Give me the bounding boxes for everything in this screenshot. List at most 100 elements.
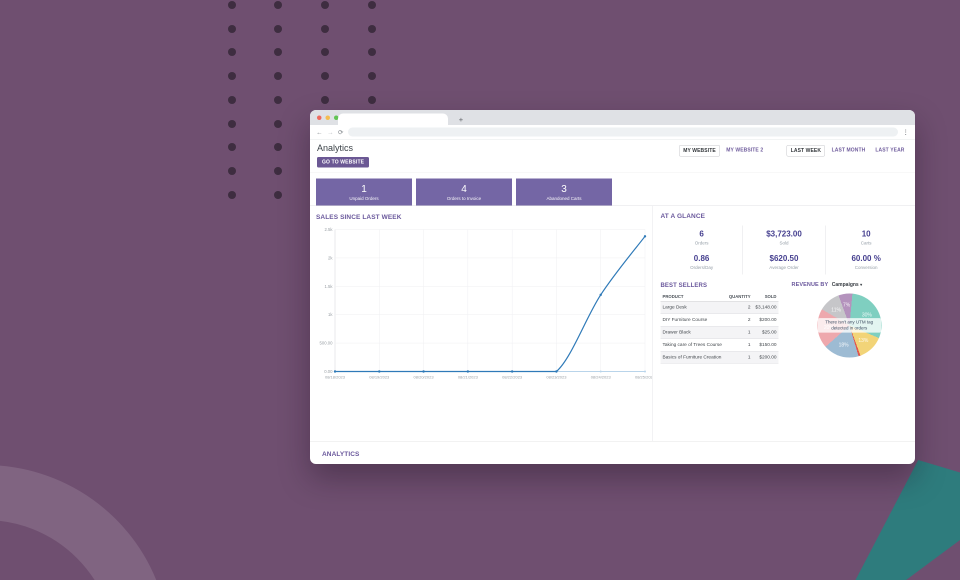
quantity-cell: 1 (725, 351, 753, 364)
stat-orders: 6 Orders (661, 226, 743, 251)
chart-data-point (333, 370, 337, 373)
stat-value: 60.00 % (851, 254, 881, 264)
pie-slice-label: 7% (842, 302, 851, 308)
pie-slice-label: 18% (838, 342, 849, 348)
svg-text:08/21/2023: 08/21/2023 (458, 375, 479, 380)
new-tab-icon[interactable]: + (458, 115, 464, 125)
dashboard-main: SALES SINCE LAST WEEK 0.00 500.00 1k 1.5k 2k… (310, 206, 915, 441)
decorative-dot (274, 48, 282, 57)
decorative-dot (228, 48, 236, 57)
decorative-dot (274, 1, 282, 9)
revenue-dimension-dropdown[interactable]: Campaigns ▾ (831, 282, 863, 288)
decorative-dot (368, 1, 376, 9)
decorative-dot (274, 95, 282, 104)
product-cell: Large Desk (660, 301, 726, 314)
decorative-dot (368, 48, 376, 57)
stat-value: 6 (699, 230, 704, 239)
browser-menu-icon[interactable]: ⋮ (902, 128, 910, 136)
app-footer: ANALYTICS (310, 441, 915, 464)
minimize-window-icon[interactable] (325, 115, 330, 120)
website-button-my-website[interactable]: MY WEBSITE (679, 145, 720, 157)
decorative-teal-shape (855, 460, 960, 580)
sales-chart-panel: SALES SINCE LAST WEEK 0.00 500.00 1k 1.5k 2k… (310, 206, 656, 441)
decorative-dot (228, 1, 236, 9)
browser-urlbar: ← → ⟳ ⋮ (310, 125, 915, 140)
window-controls (317, 115, 339, 120)
table-row: Basics of Furniture Creation 1 $200.00 (660, 351, 779, 364)
maximize-window-icon[interactable] (334, 115, 339, 120)
website-button-my-website-2[interactable]: MY WEBSITE 2 (726, 147, 764, 154)
kpi-card-orders-to-invoice[interactable]: 4 Orders to Invoice (416, 178, 512, 206)
table-row: Taking care of Trees Course 1 $150.00 (660, 338, 779, 352)
forward-icon[interactable]: → (327, 128, 334, 136)
decorative-dot (274, 24, 282, 33)
svg-text:1k: 1k (328, 312, 333, 317)
sold-cell: $150.00 (752, 338, 779, 352)
reload-icon[interactable]: ⟳ (338, 128, 344, 136)
decorative-ring (0, 465, 170, 580)
table-row: Large Desk 2 $3,148.00 (660, 301, 779, 314)
decorative-dot (368, 24, 376, 33)
column-header-sold: SOLD (752, 292, 779, 302)
period-button-last-month[interactable]: LAST MONTH (831, 147, 866, 154)
svg-text:500.00: 500.00 (320, 341, 334, 346)
best-sellers-table: PRODUCT QUANTITY SOLD Large Desk 2 $3,148.00… (660, 292, 779, 364)
chart-data-point (644, 370, 646, 373)
stat-label: Orders (694, 240, 709, 246)
browser-window: + ← → ⟳ ⋮ Analytics GO TO WEBSITE MY WEB… (310, 110, 915, 464)
svg-text:2k: 2k (328, 255, 333, 260)
kpi-value: 3 (561, 183, 567, 195)
decorative-dot (274, 143, 282, 152)
stat-value: $3,723.00 (766, 230, 802, 239)
chart-data-point (510, 370, 514, 373)
svg-text:1.5k: 1.5k (324, 284, 333, 289)
decorative-dot (321, 72, 329, 81)
decorative-dot (228, 166, 236, 175)
close-window-icon[interactable] (317, 115, 322, 120)
kpi-value: 1 (361, 183, 367, 195)
column-header-quantity: QUANTITY (725, 292, 753, 302)
browser-tabstrip: + (310, 110, 915, 125)
right-panel: AT A GLANCE 6 Orders $3,723.00 Sold 10 Carts 0… (652, 206, 915, 441)
kpi-label: Orders to Invoice (446, 195, 482, 201)
svg-text:08/24/2023: 08/24/2023 (591, 375, 612, 380)
stat-label: Orders/Day (690, 265, 714, 270)
chart-data-point (599, 293, 602, 297)
sold-cell: $3,148.00 (752, 301, 779, 314)
chart-data-point (643, 235, 647, 238)
decorative-dot (368, 95, 376, 104)
product-cell: Basics of Furniture Creation (660, 351, 726, 364)
kpi-label: Abandoned Carts (546, 195, 582, 201)
stat-value: 10 (861, 230, 871, 239)
stat-value: $620.50 (769, 254, 799, 264)
back-icon[interactable]: ← (316, 128, 323, 136)
stat-value: 0.86 (693, 254, 710, 264)
svg-text:2.5k: 2.5k (324, 227, 333, 232)
stat-conversion: 60.00 % Conversion (824, 250, 907, 275)
go-to-website-button[interactable]: GO TO WEBSITE (317, 157, 370, 168)
sales-chart-title: SALES SINCE LAST WEEK (316, 213, 402, 221)
kpi-card-abandoned-carts[interactable]: 3 Abandoned Carts (516, 178, 612, 206)
sold-cell: $200.00 (752, 351, 779, 364)
decorative-dot (228, 72, 236, 81)
decorative-dot (368, 72, 376, 81)
chart-data-point (599, 370, 602, 373)
decorative-dot (228, 143, 236, 152)
decorative-dot (321, 1, 329, 9)
svg-text:0.00: 0.00 (324, 369, 333, 374)
chart-data-point (466, 370, 470, 373)
browser-tab[interactable] (338, 113, 448, 125)
kpi-cards-row: 1 Unpaid Orders 4 Orders to Invoice 3 Abandon… (310, 173, 915, 206)
best-sellers-title: BEST SELLERS (660, 281, 708, 289)
decorative-dot (321, 24, 329, 33)
stat-average-order: $620.50 Average Order (742, 250, 825, 275)
stat-label: Sold (779, 240, 789, 246)
website-switcher: MY WEBSITE MY WEBSITE 2 (679, 145, 767, 157)
chevron-down-icon: ▾ (860, 282, 863, 288)
kpi-card-unpaid-orders[interactable]: 1 Unpaid Orders (316, 178, 412, 206)
revenue-by-title: REVENUE BY (791, 281, 829, 288)
period-button-last-year[interactable]: LAST YEAR (875, 147, 905, 154)
url-input[interactable] (347, 127, 898, 137)
period-button-last-week[interactable]: LAST WEEK (786, 145, 826, 157)
